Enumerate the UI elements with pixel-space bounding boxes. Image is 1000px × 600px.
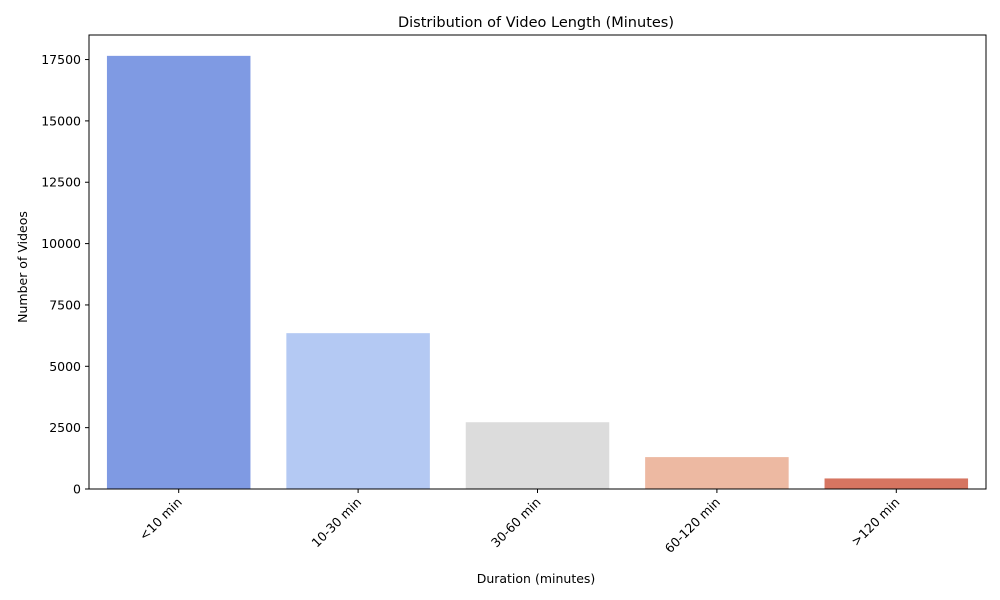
y-ticks: 0 2500 5000 7500 10000 12500 15000 17500 [41, 52, 89, 497]
y-tick-label: 0 [73, 482, 81, 497]
bar-1 [286, 333, 430, 489]
y-tick-label: 5000 [49, 359, 81, 374]
x-tick-label: 60-120 min [662, 495, 723, 556]
y-tick-label: 17500 [41, 52, 81, 67]
x-tick-label: >120 min [848, 495, 902, 549]
bar-4 [824, 478, 969, 489]
bar-0 [106, 55, 251, 490]
y-tick-label: 15000 [41, 113, 81, 128]
y-tick-label: 10000 [41, 236, 81, 251]
x-ticks: <10 min 10-30 min 30-60 min 60-120 min >120 … [136, 489, 902, 556]
x-tick-label: <10 min [136, 495, 185, 544]
chart-title: Distribution of Video Length (Minutes) [398, 15, 674, 31]
x-tick-label: 10-30 min [308, 495, 364, 551]
y-tick-label: 7500 [49, 297, 81, 312]
bar-3 [645, 457, 789, 489]
bar-2 [465, 422, 610, 489]
y-tick-label: 12500 [41, 175, 81, 190]
x-axis-label: Duration (minutes) [477, 571, 596, 586]
y-tick-label: 2500 [49, 420, 81, 435]
y-axis-label: Number of Videos [15, 211, 30, 323]
x-tick-label: 30-60 min [488, 495, 544, 551]
bars-layer [106, 55, 969, 490]
